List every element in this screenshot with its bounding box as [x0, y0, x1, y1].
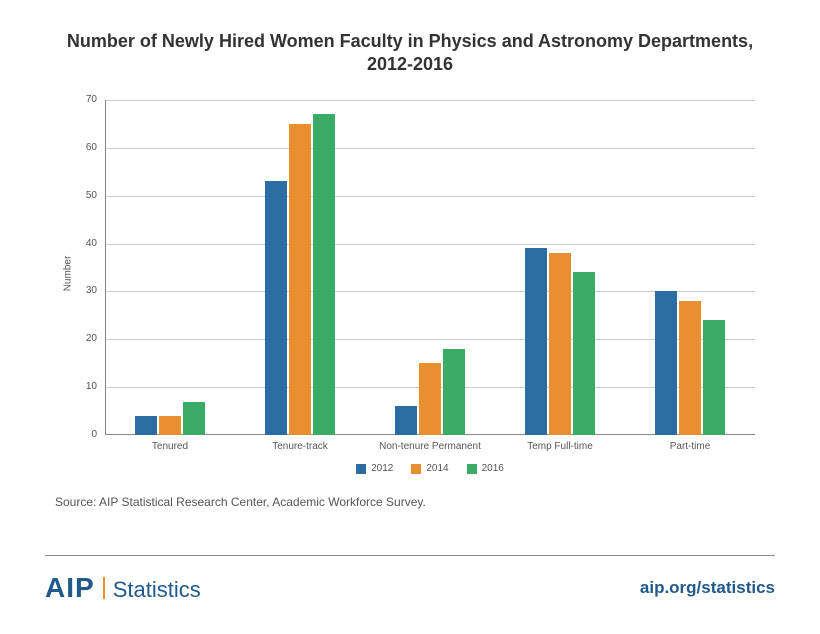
chart-container: Number of Newly Hired Women Faculty in P…: [0, 0, 820, 634]
x-tick-label: Tenure-track: [230, 441, 370, 452]
x-tick-label: Tenured: [100, 441, 240, 452]
bar: [159, 416, 181, 435]
x-tick-label: Temp Full-time: [490, 441, 630, 452]
legend-label: 2014: [426, 463, 448, 474]
footer: AIP Statistics aip.org/statistics: [45, 572, 775, 604]
x-tick-label: Part-time: [620, 441, 760, 452]
chart-legend: 2012 2014 2016: [105, 463, 755, 474]
source-text: Source: AIP Statistical Research Center,…: [55, 495, 426, 509]
x-tick-label: Non-tenure Permanent: [360, 441, 500, 452]
legend-label: 2012: [371, 463, 393, 474]
footer-divider: [45, 555, 775, 556]
gridline: [105, 196, 755, 197]
bar: [655, 291, 677, 435]
legend-swatch: [467, 464, 477, 474]
bar: [549, 253, 571, 435]
bar: [443, 349, 465, 435]
bar: [525, 248, 547, 435]
aip-logo-divider: [103, 577, 105, 599]
y-axis: [105, 100, 106, 435]
aip-logo: AIP Statistics: [45, 572, 201, 604]
bar: [679, 301, 701, 435]
gridline: [105, 100, 755, 101]
y-tick-label: 60: [75, 142, 97, 153]
bar: [395, 406, 417, 435]
legend-swatch: [356, 464, 366, 474]
bar: [419, 363, 441, 435]
legend-item: 2014: [411, 463, 448, 474]
y-tick-label: 10: [75, 381, 97, 392]
legend-label: 2016: [482, 463, 504, 474]
bar: [313, 114, 335, 435]
bar: [703, 320, 725, 435]
bar: [289, 124, 311, 435]
y-tick-label: 0: [75, 429, 97, 440]
legend-item: 2012: [356, 463, 393, 474]
y-tick-label: 30: [75, 285, 97, 296]
gridline: [105, 244, 755, 245]
bar: [265, 181, 287, 435]
chart-title: Number of Newly Hired Women Faculty in P…: [0, 0, 820, 87]
gridline: [105, 148, 755, 149]
legend-swatch: [411, 464, 421, 474]
bar: [573, 272, 595, 435]
legend-item: 2016: [467, 463, 504, 474]
y-tick-label: 20: [75, 333, 97, 344]
bar: [183, 402, 205, 436]
y-tick-label: 40: [75, 238, 97, 249]
bar: [135, 416, 157, 435]
y-axis-label: Number: [62, 255, 73, 291]
aip-logo-text: AIP: [45, 572, 95, 604]
footer-url: aip.org/statistics: [640, 578, 775, 598]
y-tick-label: 50: [75, 190, 97, 201]
y-tick-label: 70: [75, 94, 97, 105]
aip-stats-text: Statistics: [113, 577, 201, 603]
plot-area: [105, 100, 755, 435]
